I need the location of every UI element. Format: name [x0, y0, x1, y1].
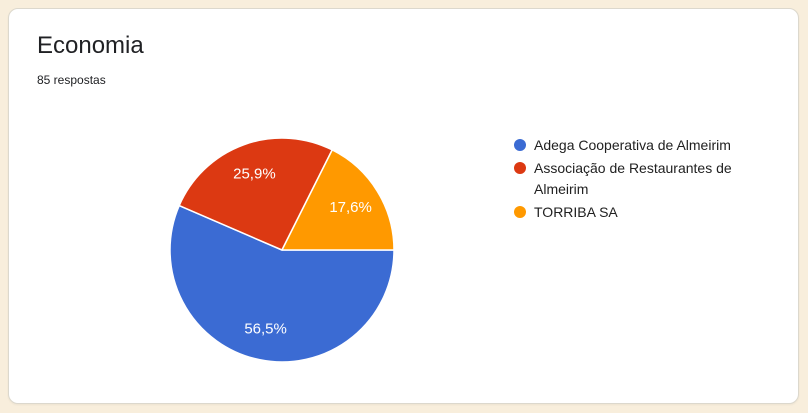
pie-slice-2[interactable] [281, 149, 395, 251]
pie-slice-label: 17,6% [329, 199, 372, 216]
legend-dot-icon [514, 139, 526, 151]
chart-legend: Adega Cooperativa de Almeirim Associação … [514, 135, 752, 225]
pie-slice-1[interactable] [178, 137, 333, 251]
question-summary-card: Economia 85 respostas 56,5% 25,9% 17,6% Ad… [8, 8, 799, 404]
pie-slice-label: 25,9% [233, 166, 276, 183]
response-count: 85 respostas [37, 73, 106, 87]
pie-slice-0[interactable] [169, 204, 395, 363]
legend-item: Adega Cooperativa de Almeirim [514, 135, 752, 156]
legend-dot-icon [514, 206, 526, 218]
pie-slice-label: 56,5% [244, 321, 287, 338]
legend-label: TORRIBA SA [534, 204, 618, 220]
legend-item: Associação de Restaurantes de Almeirim [514, 158, 752, 200]
legend-label: Associação de Restaurantes de Almeirim [534, 160, 732, 197]
question-title: Economia [37, 32, 144, 59]
legend-item: TORRIBA SA [514, 202, 752, 223]
pie-chart[interactable]: 56,5% 25,9% 17,6% [168, 136, 396, 364]
legend-label: Adega Cooperativa de Almeirim [534, 137, 731, 153]
legend-dot-icon [514, 162, 526, 174]
